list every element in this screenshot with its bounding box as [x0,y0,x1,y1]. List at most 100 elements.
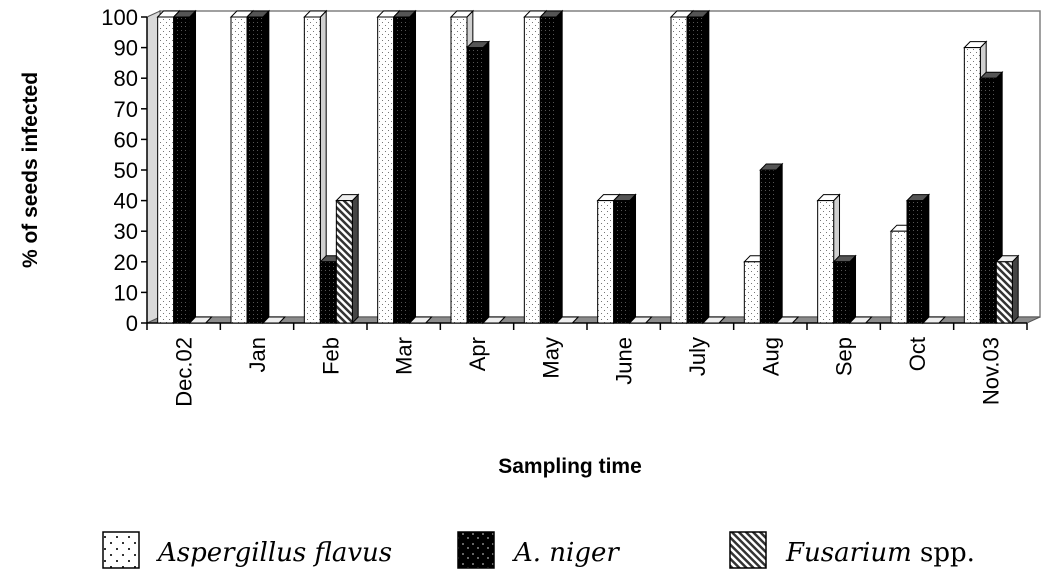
bar-front [906,200,924,324]
bar [775,316,800,324]
bar [245,9,271,325]
x-tick-label: Oct [905,337,930,371]
bar-side [555,9,563,325]
legend-swatch-aspergillus-flavus [102,531,140,569]
y-tick-label: 70 [114,97,138,122]
bar [995,254,1020,325]
y-tick-label: 0 [126,311,138,336]
y-axis-label: % of seeds infected [19,72,42,268]
bar-front [393,16,411,324]
x-tick-labels: Dec.02 Jan Feb Mar Apr May June July Aug Sep Oct No… [172,337,1004,407]
bar [408,316,433,324]
bar-top [848,316,873,324]
y-tick-label: 50 [114,158,138,183]
bar-front [890,230,908,324]
bar-front [817,200,835,324]
bar-side [629,193,637,325]
bar-side [702,9,710,325]
bar [612,193,637,325]
bar-side [351,193,359,325]
svg-text:Aspergillus flavus: Aspergillus flavus [156,538,392,568]
x-tick-label: Mar [392,337,417,375]
bar-side [1011,254,1019,325]
bar [832,254,857,325]
bar-front [303,16,321,324]
bar-front [335,200,353,324]
bar-front [246,16,264,324]
bar [303,9,328,325]
bar-front [319,261,337,324]
legend-item-aspergillus-flavus: Aspergillus flavus [102,531,392,569]
x-tick-label: Jan [245,337,270,372]
x-tick-label: Apr [465,337,490,371]
bar-side [189,9,197,325]
bar-front [230,16,248,324]
y-tick-label: 80 [114,66,138,91]
bar-front [157,16,175,324]
bar-side [409,9,417,325]
legend-label-fusarium-suffix: spp. [912,538,975,568]
legend-label-a-niger: A. niger [512,538,620,568]
bar-front [450,16,468,324]
legend-label-aspergillus-flavus: Aspergillus flavus [156,538,392,568]
bar [481,316,507,324]
y-tick-label: 20 [114,250,138,275]
bar-side [262,9,270,325]
bar-front [523,16,541,324]
bar-front [670,16,688,324]
bar [759,162,784,325]
bar-front [963,47,981,324]
legend-swatch-fusarium [729,531,767,569]
x-tick-label: July [685,337,710,376]
bar [188,316,213,324]
bar [921,316,947,324]
y-tick-label: 10 [114,280,138,305]
bar-top [775,316,800,324]
bar-side [849,254,857,325]
svg-text:A. niger: A. niger [512,538,620,568]
legend-label-fusarium: Fusarium [785,538,912,568]
svg-text:Fusarium spp.: Fusarium spp. [785,538,975,568]
bar [172,9,197,325]
bar [465,40,491,325]
x-tick-label: Sep [832,337,857,376]
y-tick-labels: 0 10 20 30 40 50 60 70 80 90 100 [101,5,138,336]
bar [261,316,287,324]
bar-top [408,316,433,324]
bar [685,9,711,325]
bar-front [833,261,851,324]
bar-top [261,316,287,324]
legend: Aspergillus flavus A. niger Fusarium spp… [102,531,975,569]
bar [555,316,580,324]
bars [156,9,1020,325]
x-tick-label: Aug [758,337,783,376]
bar-top [921,316,947,324]
legend-swatch-a-niger [457,531,495,569]
bar [392,9,417,325]
y-tick-label: 100 [101,5,138,30]
bar-top [555,316,580,324]
bar [905,193,931,325]
bar-side [775,162,783,325]
y-tick-label: 90 [114,36,138,61]
bar-front [743,261,761,324]
bar [335,193,360,325]
y-tick-label: 30 [114,219,138,244]
bar-front [995,261,1013,324]
bar-front [466,47,484,324]
bar-front [759,169,777,324]
x-tick-label: June [612,337,637,385]
bar-front [377,16,395,324]
bar-top [188,316,213,324]
bar-front [613,200,631,324]
x-tick-label: Nov.03 [978,337,1003,405]
y-tick-label: 60 [114,127,138,152]
bar-front [686,16,704,324]
bar [701,316,727,324]
bar-front [173,16,191,324]
bar-front [979,77,997,324]
y-tick-label: 40 [114,189,138,214]
legend-item-fusarium: Fusarium spp. [729,531,975,569]
bar-front [597,200,615,324]
